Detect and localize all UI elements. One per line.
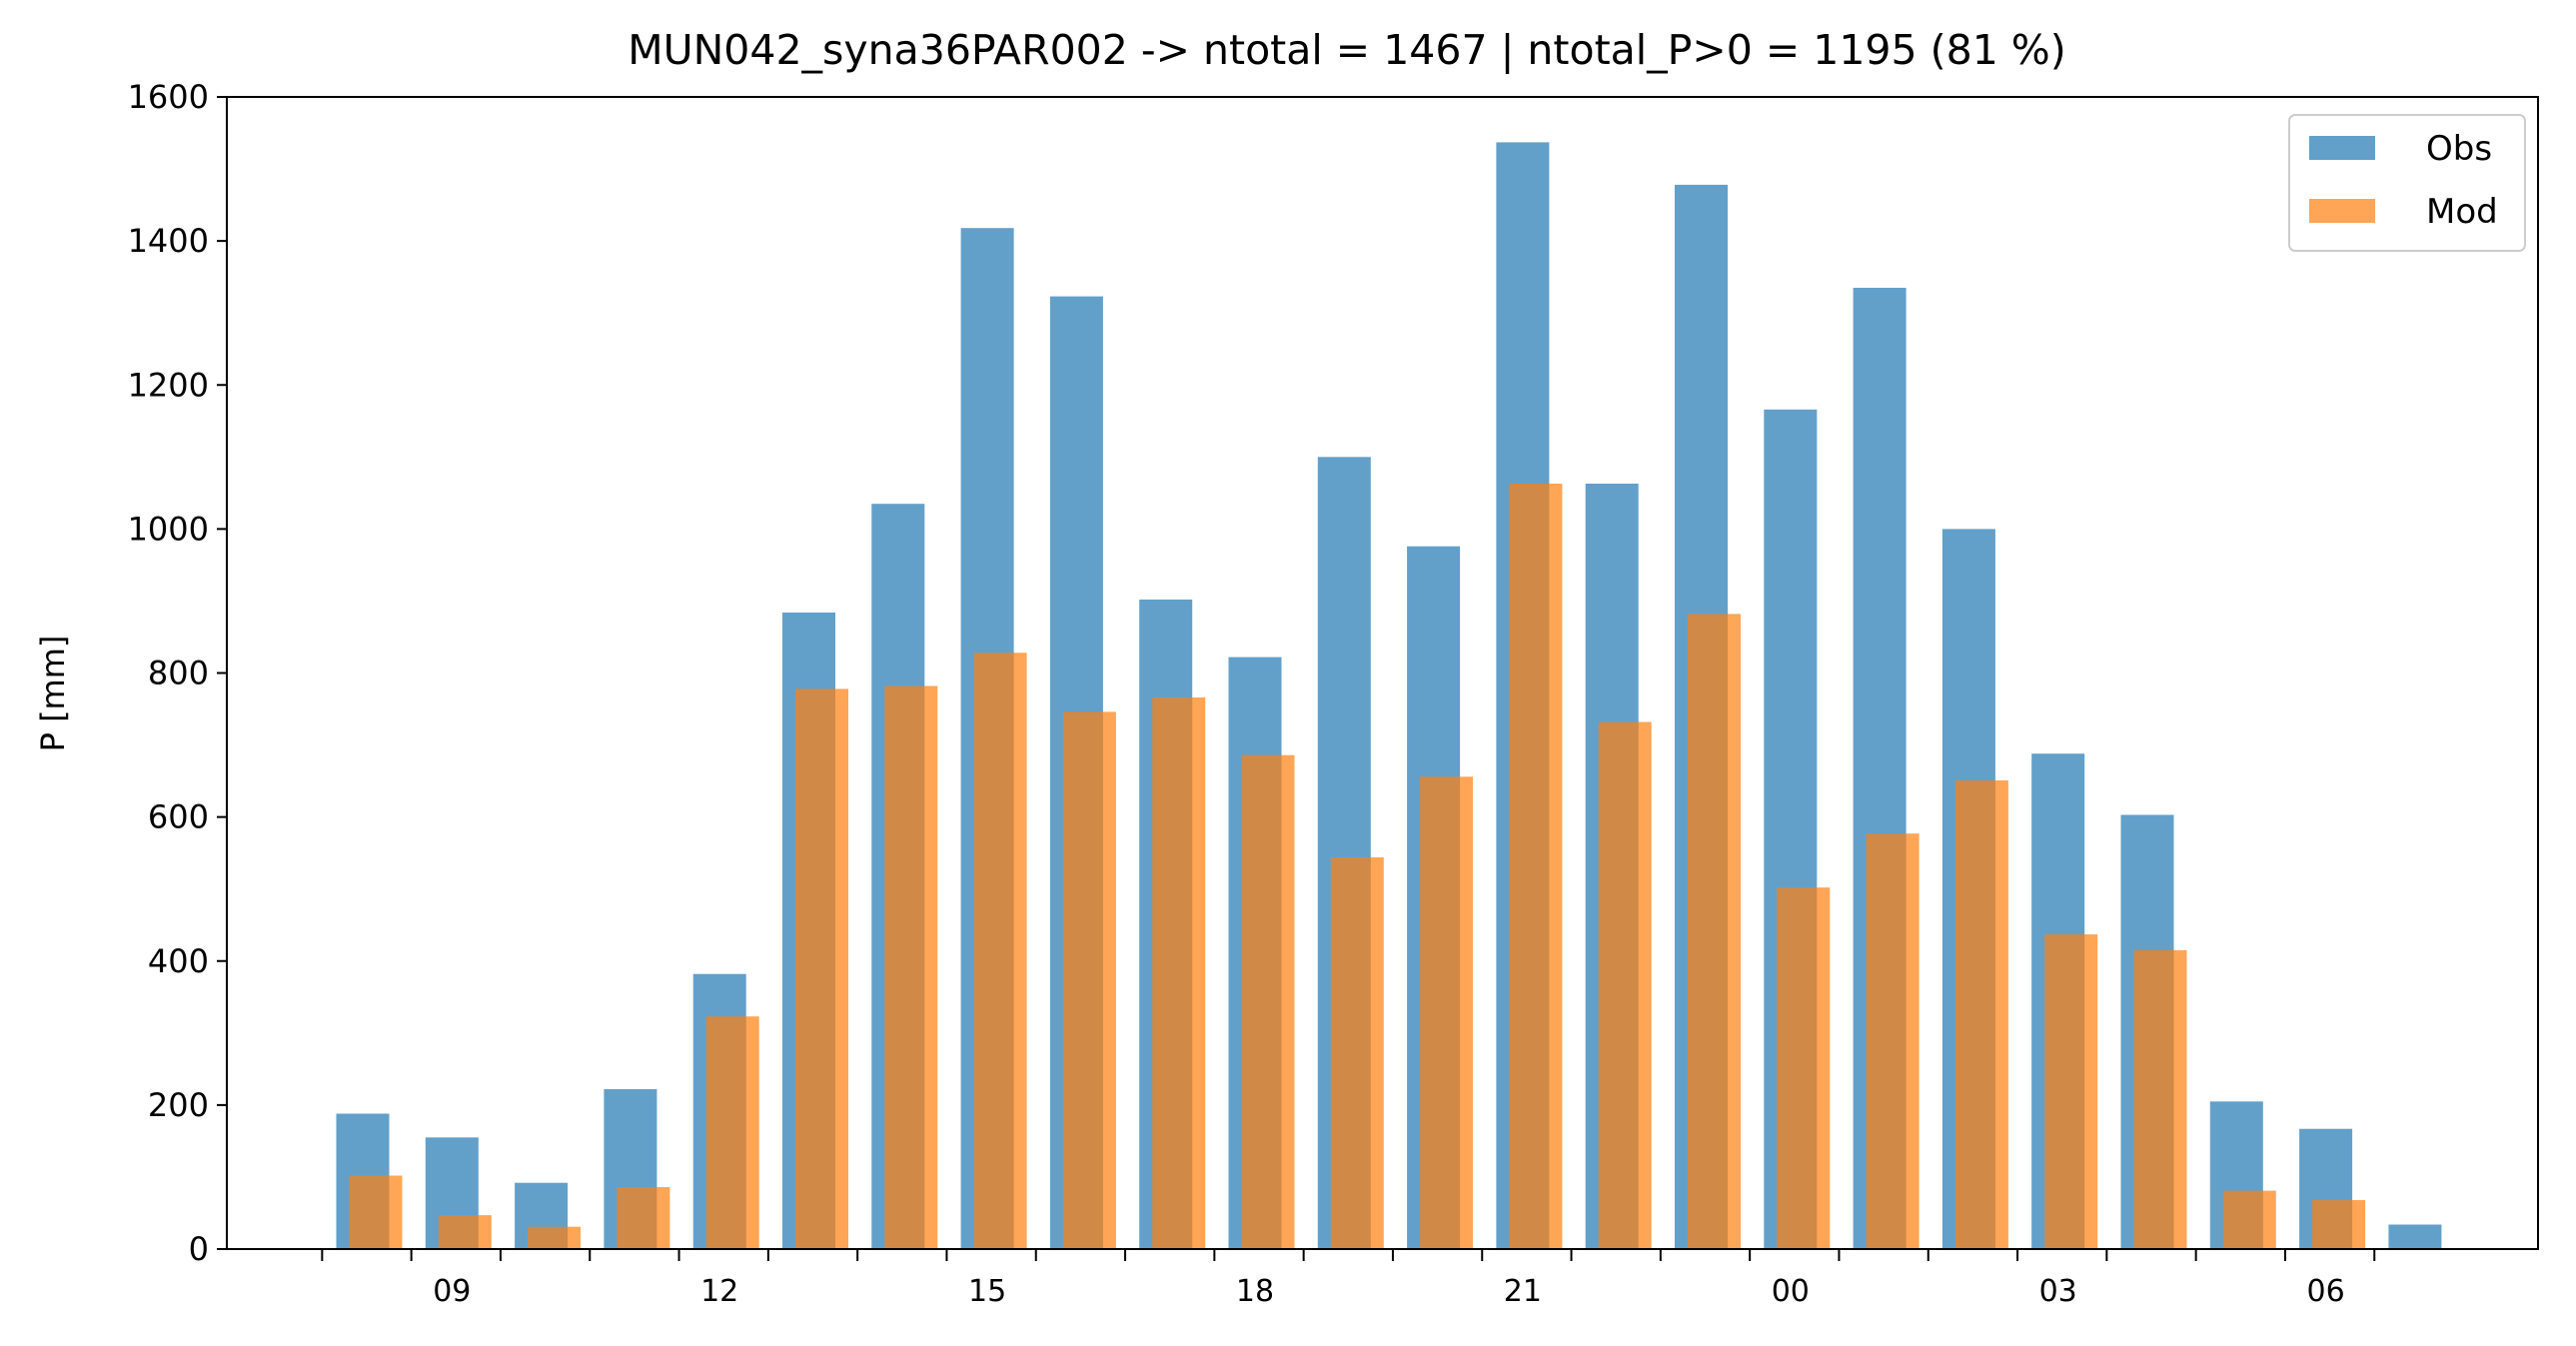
y-tick-label-7: 1400 (128, 222, 209, 260)
x-tick-label-2: 15 (968, 1274, 1006, 1309)
bar-mod-3 (617, 1187, 670, 1249)
x-tick-label-4: 21 (1504, 1274, 1542, 1309)
bar-mod-9 (1152, 697, 1206, 1249)
mod-series (349, 484, 2366, 1249)
bar-mod-8 (1062, 711, 1116, 1249)
y-axis: 0 200 400 600 800 1000 1200 1400 1600 (128, 78, 227, 1268)
legend-label-obs: Obs (2426, 129, 2492, 169)
obs-series (336, 142, 2442, 1250)
bar-mod-14 (1598, 721, 1652, 1249)
bar-mod-11 (1330, 857, 1384, 1249)
bar-mod-16 (1777, 887, 1831, 1249)
x-tick-label-3: 18 (1236, 1274, 1274, 1309)
bar-mod-2 (528, 1226, 582, 1249)
x-axis: 09 12 15 18 21 00 03 06 (321, 1249, 2376, 1309)
bar-mod-18 (1954, 779, 2008, 1249)
legend-swatch-obs (2309, 136, 2375, 160)
chart-title: MUN042_syna36PAR002 -> ntotal = 1467 | n… (628, 26, 2066, 74)
bar-mod-0 (349, 1175, 403, 1249)
y-tick-label-2: 400 (148, 942, 209, 980)
bar-mod-4 (705, 1016, 759, 1249)
x-tick-label-5: 00 (1772, 1274, 1810, 1309)
bar-mod-19 (2044, 934, 2098, 1249)
bar-mod-6 (884, 685, 938, 1249)
bar-mod-22 (2312, 1200, 2366, 1249)
y-tick-label-0: 0 (189, 1230, 209, 1268)
y-tick-label-6: 1200 (128, 366, 209, 404)
legend-swatch-mod (2309, 199, 2375, 223)
bar-mod-17 (1866, 833, 1920, 1249)
bar-mod-21 (2222, 1190, 2276, 1249)
bar-mod-13 (1509, 484, 1563, 1249)
y-axis-label: P [mm] (34, 636, 72, 752)
y-tick-label-4: 800 (148, 655, 209, 692)
bar-mod-12 (1420, 776, 1474, 1249)
bar-mod-1 (438, 1215, 492, 1249)
bar-mod-7 (973, 653, 1027, 1249)
x-tick-label-0: 09 (433, 1274, 471, 1309)
bar-mod-15 (1688, 614, 1741, 1249)
bar-mod-5 (795, 688, 848, 1249)
bar-mod-20 (2133, 949, 2187, 1249)
x-tick-label-1: 12 (700, 1274, 738, 1309)
y-tick-label-3: 600 (148, 798, 209, 836)
legend-label-mod: Mod (2426, 192, 2498, 232)
bar-mod-10 (1241, 754, 1295, 1249)
x-tick-label-7: 06 (2307, 1274, 2345, 1309)
x-tick-label-6: 03 (2039, 1274, 2077, 1309)
y-tick-label-8: 1600 (128, 78, 209, 116)
legend: Obs Mod (2288, 114, 2526, 252)
bar-obs-23 (2388, 1224, 2442, 1249)
y-tick-label-5: 1000 (128, 510, 209, 548)
y-tick-label-1: 200 (148, 1086, 209, 1124)
